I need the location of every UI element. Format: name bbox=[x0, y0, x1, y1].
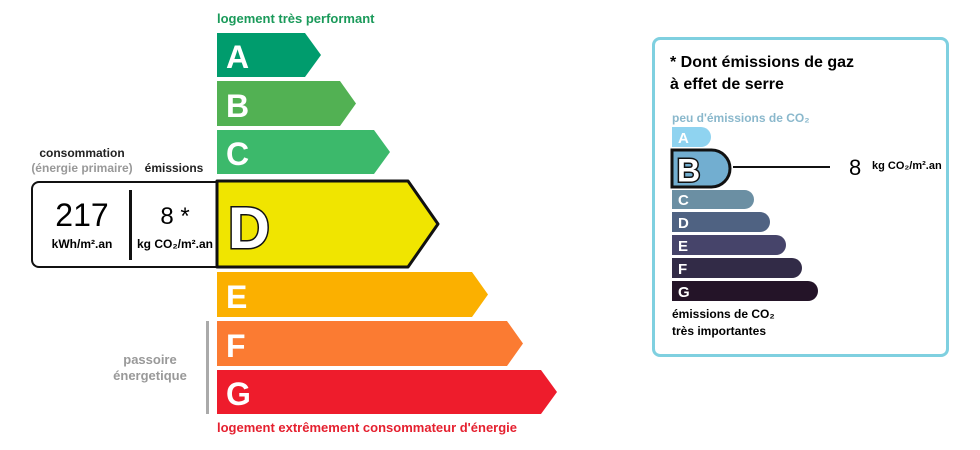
bottom-label: logement extrêmement consommateur d'éner… bbox=[217, 420, 518, 435]
ges-panel: * Dont émissions de gaz à effet de serre… bbox=[652, 37, 949, 357]
energy-class-f bbox=[217, 321, 523, 366]
energy-class-g bbox=[217, 370, 557, 414]
energy-class-c bbox=[217, 130, 390, 174]
energy-class-letter: B bbox=[226, 88, 249, 124]
ges-class-letter: B bbox=[677, 152, 700, 188]
emissions-label: émissions bbox=[144, 161, 204, 175]
energy-class-letter: G bbox=[226, 376, 251, 412]
energy-class-a bbox=[217, 33, 321, 77]
ges-unit: kg CO₂/m².an bbox=[872, 160, 942, 172]
ges-bottom-label-1: émissions de CO₂ bbox=[672, 307, 775, 321]
divider bbox=[129, 190, 132, 260]
ges-title-2: à effet de serre bbox=[670, 76, 784, 93]
value-box: 217 kWh/m².an 8 * kg CO₂/m².an bbox=[31, 181, 217, 268]
ges-bottom-label-2: très importantes bbox=[672, 324, 767, 338]
consumption-unit: kWh/m².an bbox=[51, 237, 113, 251]
ges-pointer-line bbox=[733, 166, 830, 168]
ges-class-g bbox=[672, 281, 818, 301]
ges-class-letter: F bbox=[678, 261, 687, 278]
ges-class-letter: D bbox=[678, 215, 689, 232]
consumption-value: 217 bbox=[55, 197, 109, 233]
ges-class-c bbox=[672, 190, 754, 209]
energy-class-d bbox=[215, 179, 440, 269]
top-label: logement très performant bbox=[217, 11, 375, 26]
ges-top-label: peu d'émissions de CO₂ bbox=[672, 111, 810, 125]
energy-class-letter: C bbox=[226, 136, 249, 172]
energy-class-letter: D bbox=[228, 196, 270, 261]
ges-class-letter: C bbox=[678, 192, 689, 209]
ges-class-f bbox=[672, 258, 802, 278]
ges-class-letter: A bbox=[678, 130, 689, 147]
energy-class-b bbox=[217, 81, 356, 126]
energy-class-e bbox=[217, 272, 488, 317]
passoire-label-2: énergetique bbox=[113, 368, 187, 383]
ges-title-1: * Dont émissions de gaz bbox=[670, 54, 855, 71]
ges-class-e bbox=[672, 235, 786, 255]
energy-class-letter: F bbox=[226, 328, 246, 364]
ges-class-letter: G bbox=[678, 284, 690, 301]
ges-class-a bbox=[672, 127, 711, 147]
ges-class-letter: E bbox=[678, 238, 688, 255]
energy-class-letter: E bbox=[226, 279, 247, 315]
consumption-label: consommation bbox=[39, 146, 125, 160]
passoire-label-1: passoire bbox=[123, 352, 177, 367]
emissions-unit: kg CO₂/m².an bbox=[136, 237, 213, 251]
ges-value: 8 bbox=[849, 155, 862, 180]
consumption-sublabel: (énergie primaire) bbox=[31, 161, 133, 175]
passoire-bar bbox=[206, 321, 209, 414]
energy-class-letter: A bbox=[226, 39, 249, 75]
emissions-value: 8 * bbox=[160, 203, 190, 230]
ges-class-b bbox=[670, 148, 732, 189]
ges-class-d bbox=[672, 212, 770, 232]
